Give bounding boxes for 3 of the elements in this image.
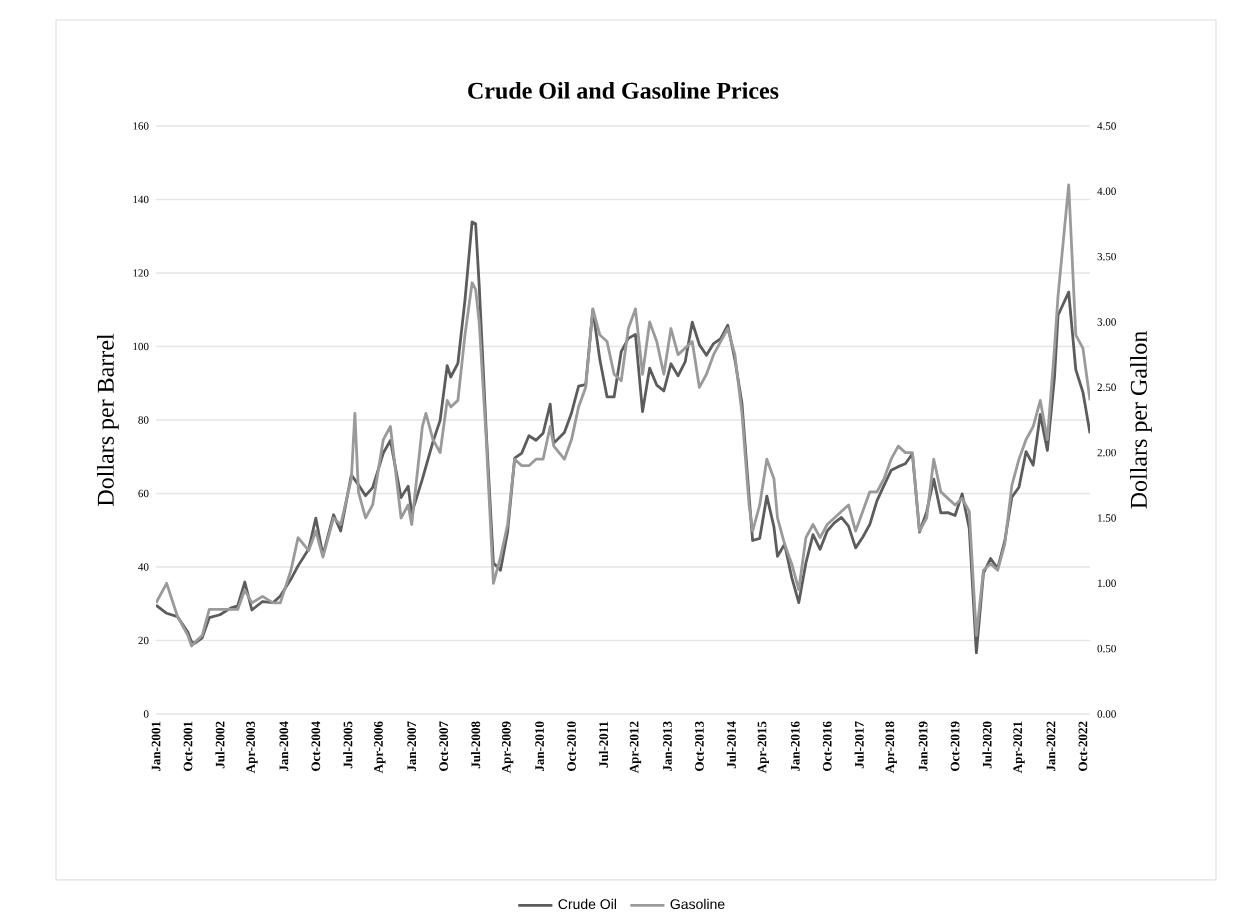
y-axis-title: Dollars per Barrel [96, 333, 119, 506]
chart-title: Crude Oil and Gasoline Prices [468, 81, 779, 99]
y2-axis-title: Dollars per Gallon [1130, 331, 1152, 509]
